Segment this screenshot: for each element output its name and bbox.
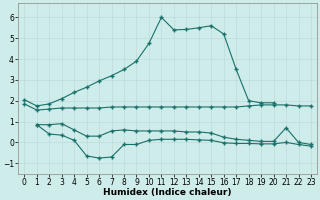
- X-axis label: Humidex (Indice chaleur): Humidex (Indice chaleur): [103, 188, 232, 197]
